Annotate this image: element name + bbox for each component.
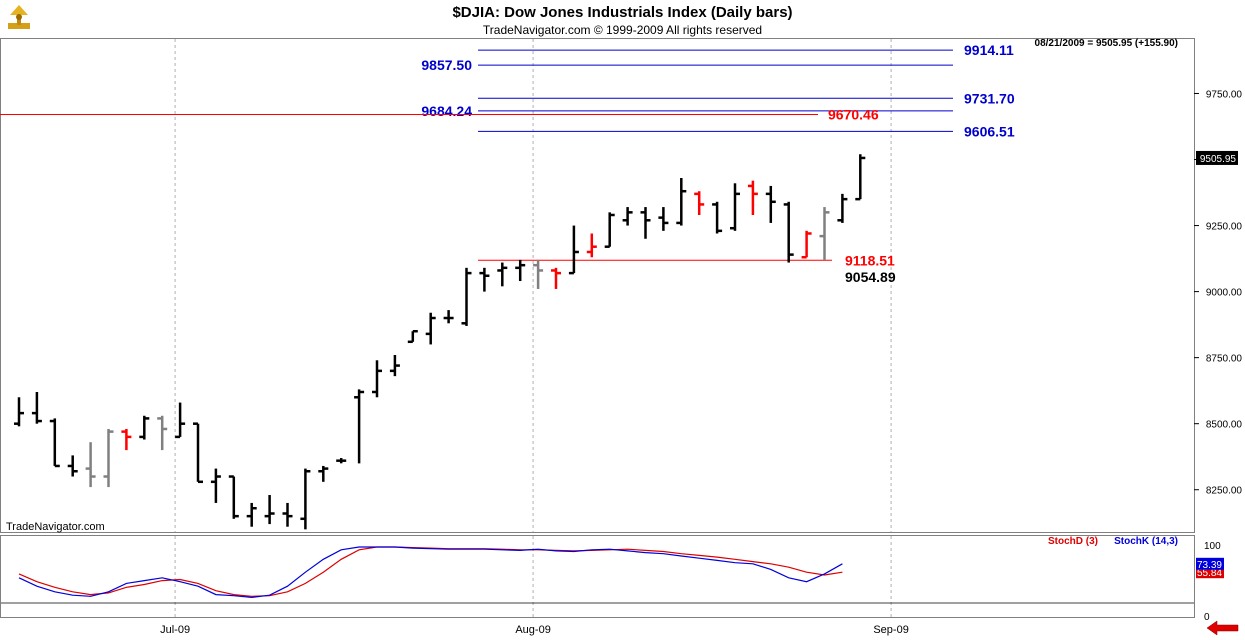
ohlc-bar — [497, 262, 508, 287]
ohlc-bar — [103, 428, 114, 488]
level-label: 9914.11 — [964, 42, 1014, 58]
ohlc-bar — [264, 495, 275, 525]
ohlc-bar — [282, 502, 293, 527]
legend-stochk: StochK (14,3) — [1114, 536, 1178, 547]
trade-navigator-logo-icon — [8, 5, 30, 29]
ohlc-bar — [765, 185, 776, 223]
stoch-series-line — [18, 546, 843, 599]
y-tick-label: 8500.00 — [1206, 420, 1243, 431]
ohlc-bar — [175, 402, 186, 439]
level-label: 9054.89 — [845, 269, 896, 285]
ohlc-bar — [85, 442, 96, 488]
ohlc-bar — [443, 310, 454, 324]
ohlc-bar — [210, 468, 221, 503]
last-price-tag — [1196, 150, 1238, 165]
ohlc-bar — [425, 312, 436, 345]
x-tick-label: Aug-09 — [515, 624, 550, 636]
price-axis: 8250.00 8500.00 8750.00 9000.00 9250.00 9750.… — [1194, 89, 1243, 497]
watermark: TradeNavigator.com — [6, 521, 105, 533]
price-panel-frame — [0, 38, 1195, 533]
level-label: 9857.50 — [421, 57, 472, 73]
ohlc-bar — [604, 212, 615, 248]
last-quote: 08/21/2009 = 9505.95 (+155.90) — [1035, 38, 1178, 49]
ohlc-bar — [533, 259, 544, 289]
stoch-tick-label: 0 — [1204, 612, 1210, 623]
y-tick-label: 9250.00 — [1206, 222, 1243, 233]
ohlc-bar — [568, 225, 579, 275]
ohlc-bar — [318, 465, 329, 482]
ohlc-bar — [228, 475, 239, 519]
stoch-last-label: 55.84 — [1197, 568, 1222, 579]
ohlc-bar — [479, 267, 490, 292]
ohlc-bar — [49, 418, 60, 468]
y-tick-label: 9000.00 — [1206, 288, 1243, 299]
last-price-tag-label: 9505.95 — [1200, 154, 1237, 165]
ohlc-bar — [354, 389, 365, 464]
ohlc-bar — [658, 207, 669, 231]
ohlc-bar — [640, 207, 651, 239]
ohlc-bar — [336, 458, 347, 464]
scroll-left-arrow-icon[interactable] — [1206, 620, 1239, 636]
level-label: 9684.24 — [421, 103, 472, 119]
date-axis: Jul-09 Aug-09 Sep-09 — [160, 624, 909, 636]
stoch-last-tag — [1196, 557, 1224, 570]
stoch-panel-frame — [0, 535, 1195, 618]
price-bars — [14, 154, 866, 530]
level-label: 9670.46 — [828, 106, 879, 122]
ohlc-bar — [676, 178, 687, 226]
ohlc-bar — [372, 360, 382, 398]
ohlc-bar — [193, 422, 203, 484]
x-tick-label: Sep-09 — [873, 624, 908, 636]
ohlc-bar — [551, 267, 561, 289]
ohlc-bar — [31, 391, 42, 424]
chart-header: $DJIA: Dow Jones Industrials Index (Dail… — [0, 0, 1245, 38]
x-tick-label: Jul-09 — [160, 624, 190, 636]
stoch-tick-label: 100 — [1204, 541, 1221, 552]
ohlc-bar — [747, 180, 758, 215]
horizontal-levels: 9914.11 9857.50 9731.70 9684.24 9670.46 9606.… — [0, 42, 1015, 285]
ohlc-bar — [783, 201, 794, 263]
ohlc-bar — [14, 397, 24, 427]
legend-stochd: StochD (3) — [1048, 536, 1098, 547]
ohlc-bar — [121, 428, 132, 451]
y-tick-label: 8750.00 — [1206, 354, 1243, 365]
ohlc-bar — [246, 502, 257, 527]
stoch-last-label: 73.39 — [1197, 560, 1222, 571]
ohlc-bar — [855, 154, 866, 201]
ohlc-bar — [461, 267, 472, 326]
ohlc-bar — [300, 468, 311, 530]
ohlc-bar — [819, 207, 830, 260]
ohlc-bar — [157, 415, 168, 451]
chart-subtitle: TradeNavigator.com © 1999-2009 All right… — [482, 23, 763, 37]
level-label: 9731.70 — [964, 90, 1015, 106]
y-tick-label: 8250.00 — [1206, 486, 1243, 497]
ohlc-bar — [139, 415, 150, 440]
ohlc-bar — [515, 259, 526, 282]
ohlc-bar — [67, 455, 78, 477]
ohlc-bar — [586, 233, 597, 258]
ohlc-bar — [837, 193, 848, 223]
ohlc-bar — [694, 191, 705, 215]
chart-title: $DJIA: Dow Jones Industrials Index (Dail… — [452, 4, 793, 21]
ohlc-bar — [622, 207, 633, 226]
ohlc-bar — [389, 355, 400, 377]
ohlc-bar — [730, 183, 740, 231]
level-label: 9606.51 — [964, 123, 1015, 139]
y-tick-label: 9750.00 — [1206, 89, 1243, 100]
ohlc-bar — [407, 329, 418, 344]
level-label: 9118.51 — [845, 252, 895, 268]
ohlc-bar — [801, 230, 812, 259]
ohlc-bar — [712, 201, 723, 234]
